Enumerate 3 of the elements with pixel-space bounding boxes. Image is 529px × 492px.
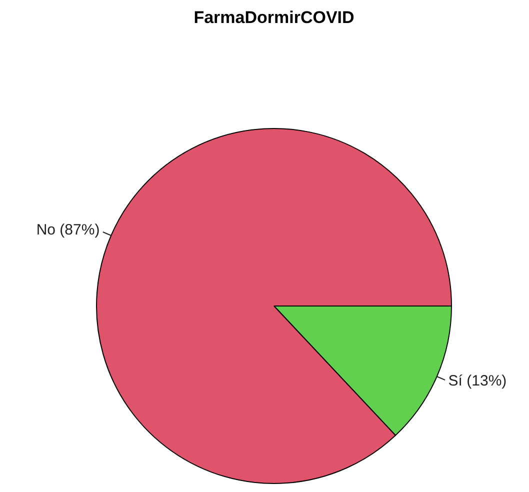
slice-label: Sí (13%) [448,372,507,390]
slice-label: No (87%) [36,222,100,239]
chart-title: FarmaDormirCOVID [192,8,356,28]
